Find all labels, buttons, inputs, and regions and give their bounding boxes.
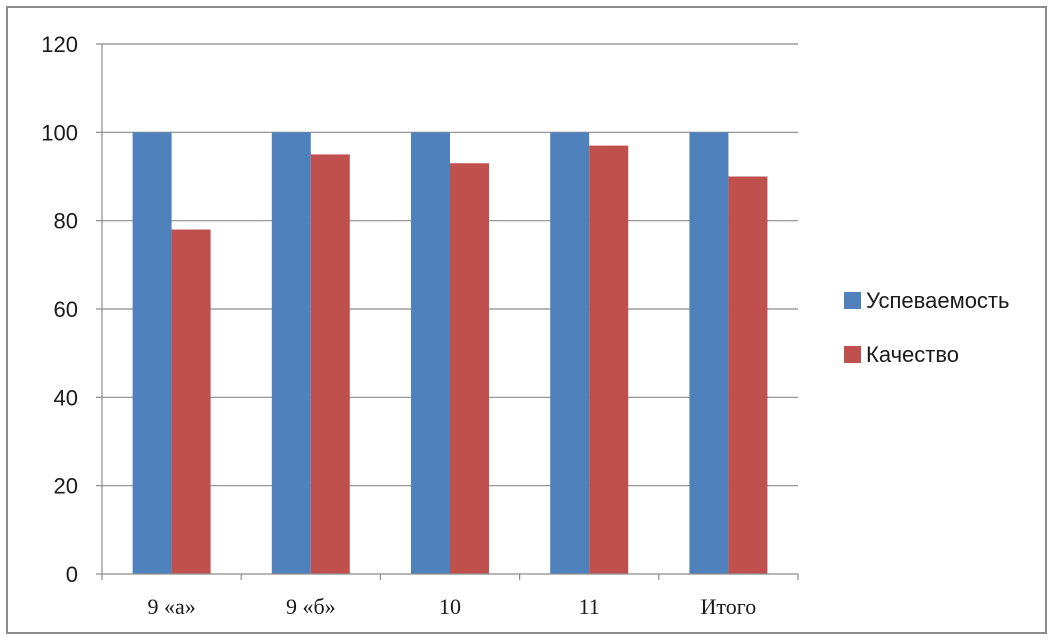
y-tick-label: 100 — [41, 120, 78, 145]
y-tick-label: 60 — [54, 297, 78, 322]
bar-kachestvo — [450, 163, 489, 574]
bar-uspevaemost — [411, 132, 450, 575]
x-tick-label: 9 «а» — [147, 594, 195, 619]
bar-uspevaemost — [689, 132, 729, 575]
x-tick-label: 9 «б» — [286, 594, 336, 619]
y-tick-label: 40 — [54, 385, 78, 410]
x-tick-label: 11 — [579, 594, 600, 619]
y-tick-label: 0 — [66, 562, 78, 587]
y-tick-label: 80 — [54, 209, 78, 234]
axes — [96, 43, 799, 580]
y-tick-label: 120 — [41, 32, 78, 57]
bar-kachestvo — [728, 176, 768, 574]
legend-label: Качество — [866, 342, 959, 367]
x-tick-label: 10 — [439, 594, 461, 619]
x-tick-labels: 9 «а» 9 «б» 10 11 Итого — [147, 594, 756, 619]
bar-kachestvo — [310, 154, 350, 574]
legend-swatch — [844, 292, 861, 309]
bar-uspevaemost — [550, 132, 590, 575]
bar-uspevaemost — [132, 132, 172, 575]
bar-kachestvo — [171, 229, 211, 574]
bar-kachestvo — [589, 145, 629, 575]
bar-uspevaemost — [271, 132, 311, 575]
x-tick-label: Итого — [701, 594, 757, 619]
y-tick-label: 20 — [54, 474, 78, 499]
legend: Успеваемость Качество — [844, 288, 1009, 367]
legend-label: Успеваемость — [866, 288, 1009, 313]
legend-swatch — [844, 346, 861, 363]
y-tick-labels: 0 20 40 60 80 100 120 — [41, 32, 78, 587]
bars — [132, 132, 768, 575]
